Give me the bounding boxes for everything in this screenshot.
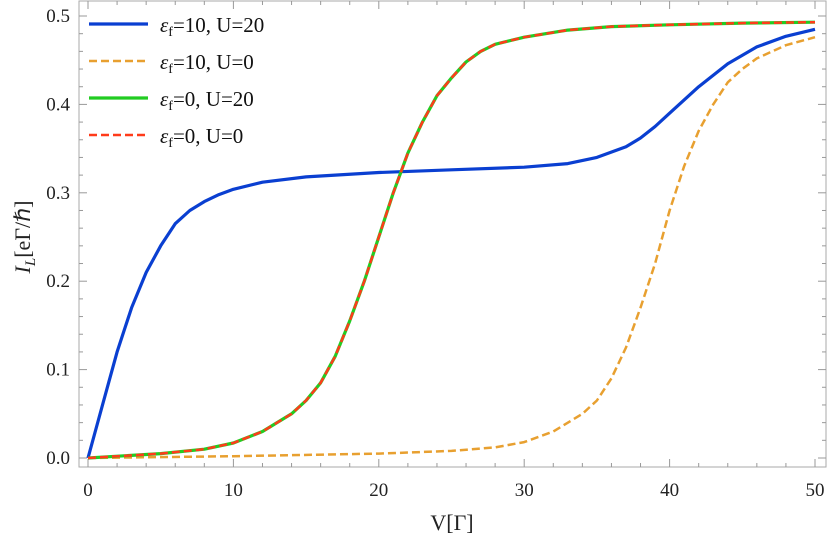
legend-label: εf=10, U=20 bbox=[160, 13, 264, 40]
legend-label: εf=0, U=0 bbox=[160, 124, 243, 151]
series-line-2 bbox=[87, 35, 816, 460]
series-lines bbox=[86, 20, 816, 460]
legend-label: εf=10, U=0 bbox=[160, 50, 254, 77]
series-line-4 bbox=[87, 20, 816, 460]
legend-label: εf=0, U=20 bbox=[160, 87, 254, 114]
y-tick-label: 0.2 bbox=[46, 271, 70, 292]
series-line-1 bbox=[86, 27, 816, 459]
y-tick-label: 0.0 bbox=[46, 448, 70, 469]
y-tick-label: 0.1 bbox=[46, 360, 70, 381]
x-tick-label: 10 bbox=[224, 480, 243, 501]
axis-ticks: 0 10 20 30 40 50 0.0 0.1 0.2 0.3 0.4 0.5 bbox=[46, 1, 826, 501]
y-axis-label: IL[eΓ/ℏ] bbox=[10, 201, 39, 275]
y-tick-label: 0.3 bbox=[46, 183, 70, 204]
y-tick-label: 0.4 bbox=[46, 94, 70, 115]
x-axis-label: V[Γ] bbox=[430, 510, 473, 535]
x-tick-label: 30 bbox=[515, 480, 534, 501]
x-tick-label: 50 bbox=[806, 480, 825, 501]
legend: εf=10, U=20 εf=10, U=0 εf=0, U=20 εf=0, U=0 bbox=[89, 13, 264, 151]
x-tick-label: 0 bbox=[83, 480, 93, 501]
x-tick-label: 20 bbox=[369, 480, 388, 501]
plot-frame bbox=[78, 0, 827, 468]
y-tick-label: 0.5 bbox=[46, 6, 70, 27]
x-tick-label: 40 bbox=[660, 480, 679, 501]
